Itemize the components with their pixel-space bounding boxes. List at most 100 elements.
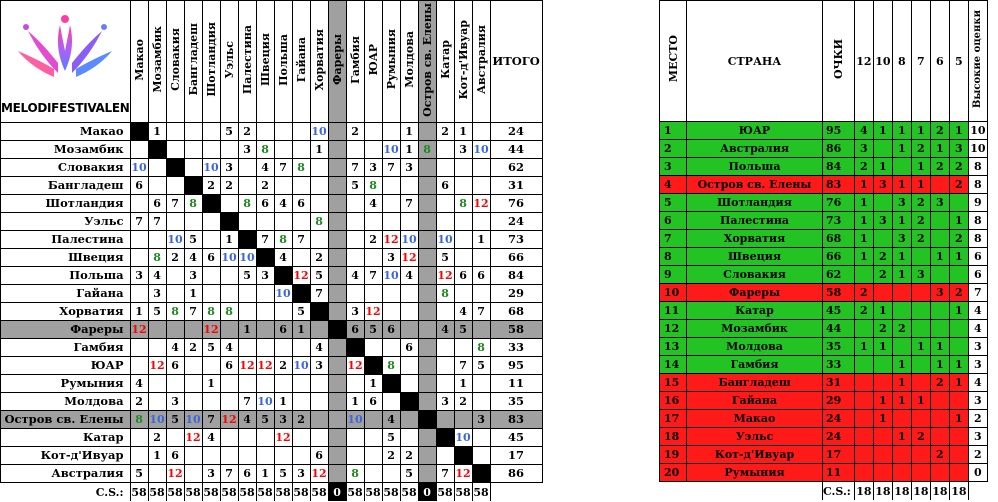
control-sum-label: C.S.: [95, 485, 124, 499]
diagonal-cell [417, 410, 437, 429]
row-total: 35 [489, 392, 543, 411]
ranking-p7-cell: 2 [910, 229, 931, 248]
score-cell [327, 122, 347, 141]
score-cell: 2 [201, 176, 221, 195]
ranking-p5-cell: 1 [948, 409, 969, 428]
score-cell [327, 230, 347, 249]
score-cell: 3 [345, 302, 365, 321]
score-cell: 3 [237, 140, 257, 159]
row-total: 62 [489, 158, 543, 177]
score-cell [345, 248, 365, 267]
score-cell: 5 [255, 410, 275, 429]
score-cell: 4 [381, 410, 401, 429]
diagonal-cell [399, 392, 419, 411]
ranking-p6-cell: 1 [929, 247, 950, 266]
diagonal-cell [183, 176, 203, 195]
row-country-name: Молдова [0, 392, 131, 411]
score-cell [237, 428, 257, 447]
score-cell [345, 446, 365, 465]
matrix-row: Швеция 8 2 4 6 10 10 4 2 3 12 5 66 [0, 248, 543, 267]
ranking-p8-cell: 1 [891, 373, 912, 392]
ranking-p5-cell: 2 [948, 283, 969, 302]
score-cell: 6 [165, 356, 185, 375]
score-cell: 3 [147, 284, 167, 303]
score-cell: 8 [471, 338, 491, 357]
ranking-p6-cell [929, 265, 950, 284]
score-cell [219, 284, 239, 303]
ranking-row: 11 Катар 45 2 1 1 4 [659, 301, 988, 320]
score-cell [417, 338, 437, 357]
score-cell: 2 [309, 248, 329, 267]
ranking-points-cell: 66 [822, 247, 855, 266]
ranking-p12-cell [853, 319, 874, 338]
ranking-place-cell: 8 [659, 247, 687, 266]
diagonal-cell [381, 374, 401, 393]
score-cell [327, 374, 347, 393]
score-cell [435, 158, 455, 177]
matrix-row: Польша 3 4 3 5 3 12 5 4 7 10 4 12 6 6 84 [0, 266, 543, 285]
score-cell: 12 [183, 428, 203, 447]
score-cell [417, 374, 437, 393]
ranking-p8-cell [891, 157, 912, 176]
ranking-p8-cell [891, 445, 912, 464]
ranking-p6-cell: 1 [929, 139, 950, 158]
row-total: 84 [489, 266, 543, 285]
ranking-p12-cell: 1 [853, 175, 874, 194]
control-sum-value: 58 [345, 482, 365, 501]
control-sum-value: 58 [381, 482, 401, 501]
ranking-p10-cell [872, 355, 893, 374]
score-cell: 10 [273, 284, 293, 303]
score-cell [201, 446, 221, 465]
ranking-p5-cell: 1 [948, 301, 969, 320]
ranking-p5-cell: 2 [948, 175, 969, 194]
ranking-p7-cell: 1 [910, 157, 931, 176]
score-cell [453, 248, 473, 267]
ranking-high-cell: 4 [967, 319, 988, 338]
row-total: 66 [489, 248, 543, 267]
score-cell [219, 392, 239, 411]
score-cell [381, 284, 401, 303]
diagonal-cell [255, 248, 275, 267]
ranking-points-cell: 17 [822, 445, 855, 464]
score-cell [345, 140, 365, 159]
score-cell [345, 212, 365, 231]
diagonal-cell [291, 284, 311, 303]
row-country-name: Бангладеш [0, 176, 131, 195]
column-header: ЮАР [363, 0, 383, 123]
ranking-place-cell: 15 [659, 373, 687, 392]
score-cell [147, 158, 167, 177]
score-cell: 7 [399, 194, 419, 213]
score-cell: 8 [219, 302, 239, 321]
score-cell: 12 [309, 464, 329, 483]
score-cell: 3 [291, 464, 311, 483]
country-header: СТРАНА [686, 0, 823, 122]
row-country-name: Шотландия [0, 194, 131, 213]
score-cell [381, 338, 401, 357]
score-cell [327, 176, 347, 195]
score-cell: 8 [147, 248, 167, 267]
score-cell [219, 446, 239, 465]
score-cell: 12 [273, 428, 293, 447]
diagonal-cell [147, 140, 167, 159]
score-cell [381, 194, 401, 213]
score-cell: 2 [237, 122, 257, 141]
diagonal-cell [471, 464, 491, 483]
score-cell: 4 [273, 248, 293, 267]
score-cell: 6 [453, 266, 473, 285]
ranking-place-cell: 14 [659, 355, 687, 374]
score-cell: 6 [363, 392, 383, 411]
score-cell: 4 [237, 410, 257, 429]
ten-header: 10 [872, 0, 893, 122]
score-cell [219, 320, 239, 339]
row-country-name: Палестина [0, 230, 131, 249]
ranking-place-cell: 12 [659, 319, 687, 338]
ranking-points-cell: 33 [822, 355, 855, 374]
score-cell: 8 [345, 464, 365, 483]
ranking-p12-cell [853, 463, 874, 482]
logo-text: MELODIFESTIVALEN [1, 101, 130, 115]
ranking-place-cell: 19 [659, 445, 687, 464]
score-cell: 6 [165, 446, 185, 465]
score-cell: 4 [219, 338, 239, 357]
score-cell [453, 284, 473, 303]
score-cell [327, 194, 347, 213]
